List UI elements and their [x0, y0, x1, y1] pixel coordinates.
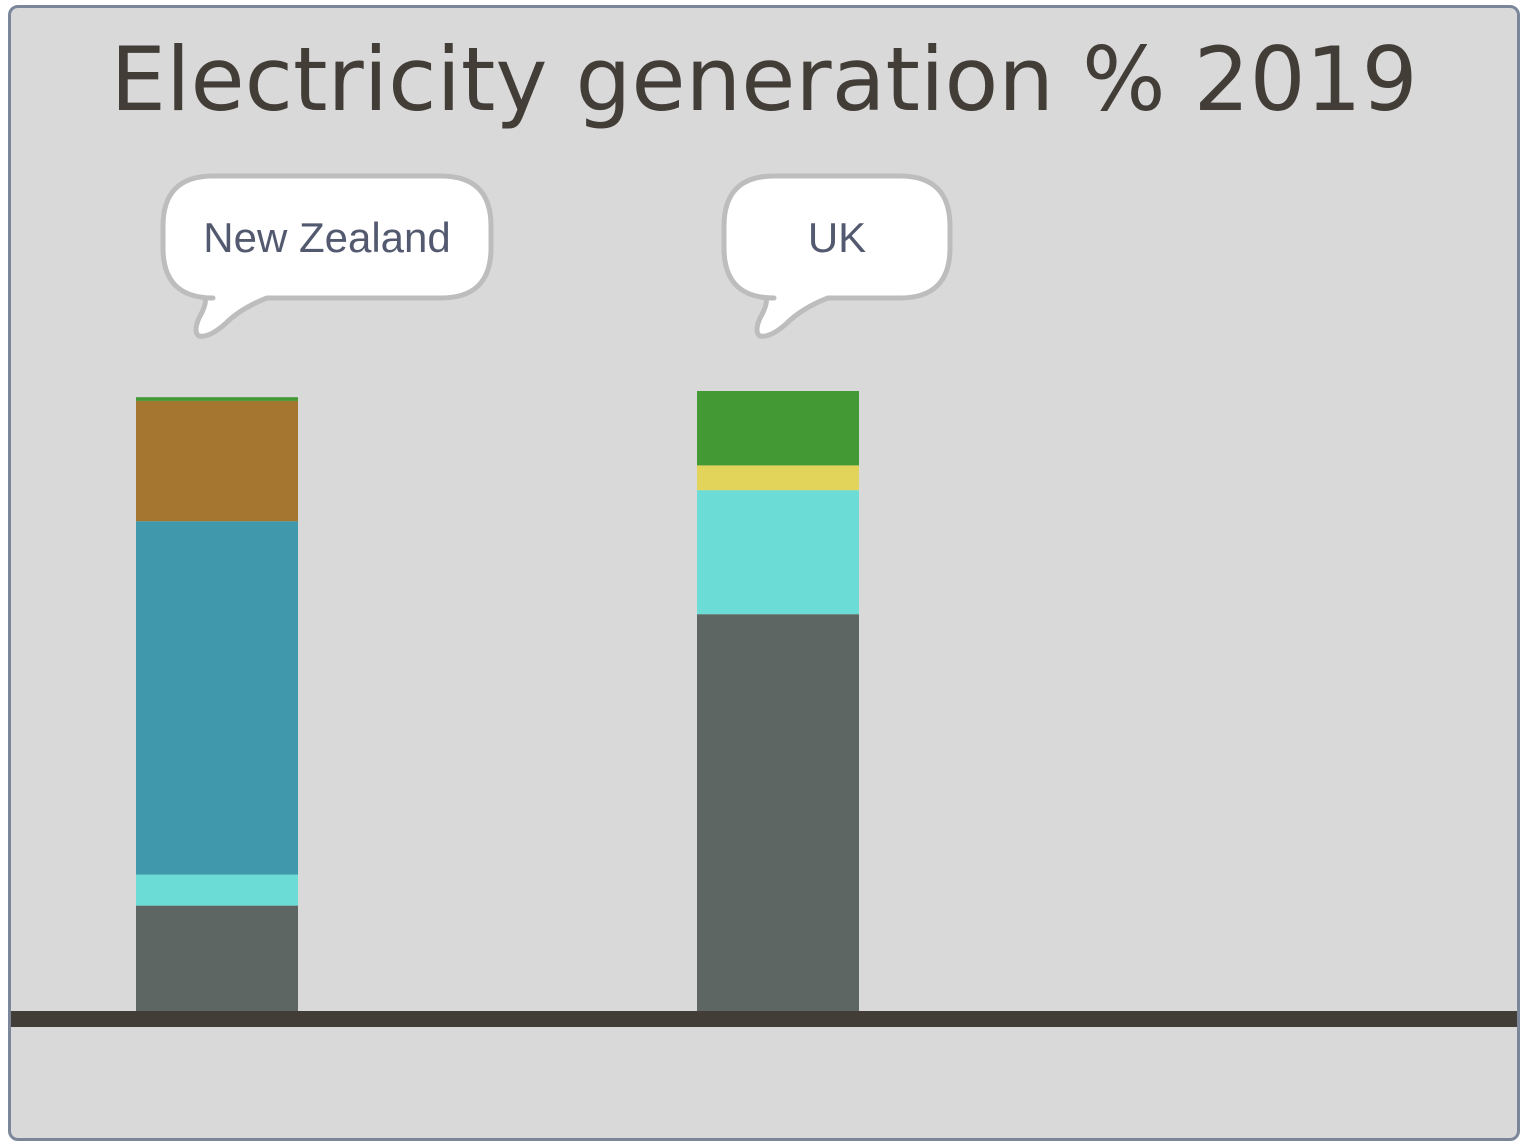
bar-segment: [697, 490, 859, 615]
bar-segment: [697, 614, 859, 1011]
category-callout: New Zealand: [160, 173, 494, 339]
bar-segment: [136, 397, 298, 401]
speech-bubble: [721, 173, 953, 339]
bar-segment: [697, 465, 859, 491]
bar-0: [136, 397, 298, 1011]
category-label: UK: [808, 214, 866, 261]
chart-title: Electricity generation % 2019: [110, 28, 1418, 131]
bar-segment: [136, 905, 298, 1011]
chart-canvas: New Zealand UK: [11, 173, 1517, 1027]
bar-1: [697, 391, 859, 1011]
category-callout: UK: [721, 173, 953, 339]
baseline: [11, 1011, 1517, 1027]
bar-segment: [136, 874, 298, 906]
chart-panel: Electricity generation % 2019 New Zealan…: [8, 5, 1520, 1141]
bar-segment: [136, 521, 298, 875]
speech-bubble: [160, 173, 494, 339]
bar-segment: [136, 400, 298, 522]
bar-segment: [697, 391, 859, 466]
category-label: New Zealand: [203, 214, 450, 261]
